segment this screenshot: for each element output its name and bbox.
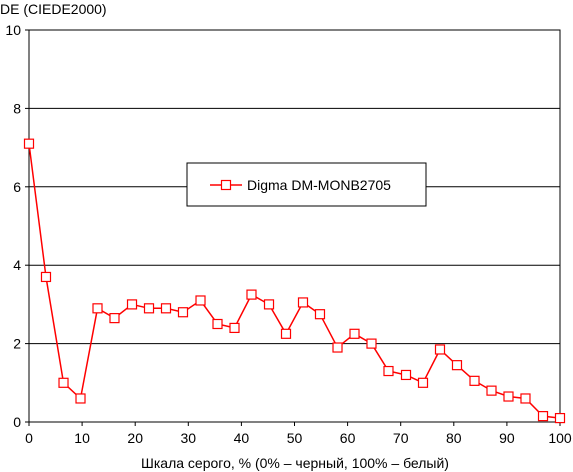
y-axis-title: DE (CIEDE2000) xyxy=(0,1,107,17)
gridlines xyxy=(29,107,560,345)
data-point xyxy=(23,138,35,149)
series-group xyxy=(23,138,566,424)
data-point xyxy=(314,309,326,320)
x-tick-label: 90 xyxy=(499,430,515,446)
data-point xyxy=(451,360,463,371)
data-point xyxy=(229,322,240,334)
data-point xyxy=(195,295,206,306)
x-axis-title: Шкала серого, % (0% – черный, 100% – бел… xyxy=(141,455,449,471)
legend-label: Digma DM-MONB2705 xyxy=(247,177,391,193)
data-point xyxy=(486,385,497,396)
data-point xyxy=(537,411,549,422)
data-point xyxy=(417,377,429,388)
x-tick-label: 50 xyxy=(287,430,303,446)
y-tick-label: 4 xyxy=(13,257,21,273)
data-point xyxy=(554,412,566,424)
data-point xyxy=(126,299,138,310)
data-point xyxy=(349,328,360,339)
data-point xyxy=(177,307,189,318)
y-tick-label: 8 xyxy=(13,100,21,116)
y-axis-ticks: 0 2 4 6 8 10 xyxy=(5,22,29,430)
data-point xyxy=(332,342,343,353)
data-point xyxy=(297,297,309,308)
x-axis-ticks: 0 10 20 30 40 50 60 70 80 90 100 xyxy=(25,422,572,446)
data-point xyxy=(75,393,86,404)
data-point xyxy=(434,344,446,355)
x-tick-label: 30 xyxy=(181,430,197,446)
data-point xyxy=(469,375,480,386)
data-point xyxy=(58,377,69,388)
data-point xyxy=(212,318,223,330)
y-tick-label: 6 xyxy=(13,179,21,195)
x-tick-label: 70 xyxy=(393,430,409,446)
x-tick-label: 100 xyxy=(548,430,572,446)
data-point xyxy=(263,299,275,310)
data-point xyxy=(109,313,120,324)
data-point xyxy=(400,369,412,381)
data-point xyxy=(246,289,257,300)
x-tick-label: 0 xyxy=(25,430,33,446)
x-tick-label: 10 xyxy=(74,430,90,446)
data-point xyxy=(383,365,394,377)
x-tick-label: 80 xyxy=(446,430,462,446)
y-tick-label: 2 xyxy=(13,336,21,352)
data-point xyxy=(280,328,292,339)
data-point xyxy=(520,393,531,404)
legend-marker-icon xyxy=(220,179,232,191)
y-tick-label: 0 xyxy=(13,414,21,430)
data-point xyxy=(366,338,377,349)
data-point xyxy=(40,271,52,283)
data-point xyxy=(143,303,155,314)
plot-frame xyxy=(28,29,561,423)
x-tick-label: 60 xyxy=(340,430,356,446)
legend: Digma DM-MONB2705 xyxy=(186,162,427,207)
y-tick-label: 10 xyxy=(5,22,21,38)
x-tick-label: 40 xyxy=(234,430,250,446)
data-point xyxy=(92,303,103,314)
data-point xyxy=(503,391,514,402)
x-tick-label: 20 xyxy=(127,430,143,446)
data-point xyxy=(160,303,172,314)
